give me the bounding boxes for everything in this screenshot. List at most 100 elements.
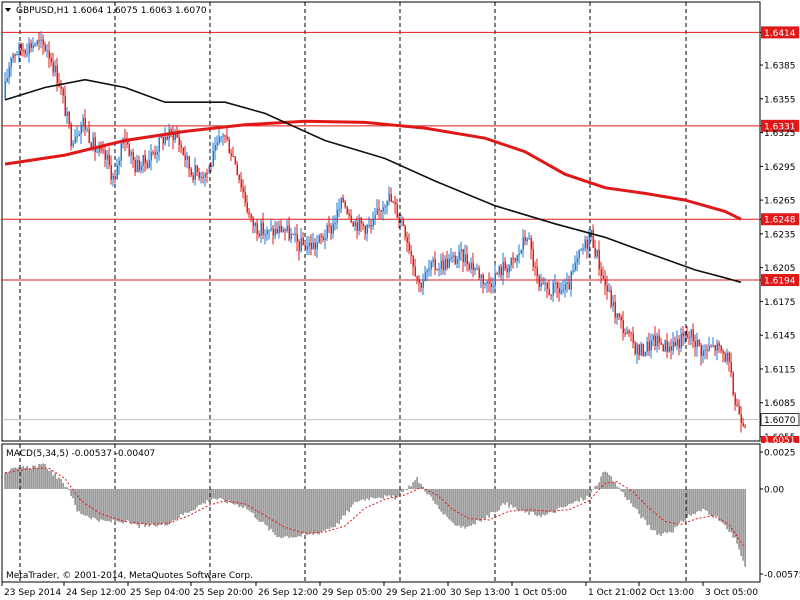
candle-bear <box>568 282 570 290</box>
candle-bull <box>306 246 308 250</box>
macd-histogram-bar <box>686 488 688 518</box>
macd-histogram-bar <box>136 488 138 525</box>
candle-bear <box>288 225 290 240</box>
macd-histogram-bar <box>212 488 214 499</box>
macd-histogram-bar <box>56 478 58 489</box>
candle-bull <box>616 313 618 318</box>
macd-histogram-bar <box>680 488 682 521</box>
candle-bull <box>652 335 654 341</box>
macd-histogram-bar <box>330 488 332 528</box>
macd-histogram-bar <box>384 488 386 496</box>
macd-histogram-bar <box>682 488 684 523</box>
macd-histogram-bar <box>708 488 710 515</box>
candle-bull <box>516 255 518 262</box>
candle-bull <box>456 259 458 264</box>
macd-histogram-bar <box>730 488 732 533</box>
macd-histogram-bar <box>594 485 596 489</box>
macd-histogram-bar <box>286 488 288 537</box>
candle-bear <box>48 50 50 59</box>
symbol-menu-arrow-icon[interactable] <box>5 8 11 12</box>
macd-histogram-bar <box>374 488 376 499</box>
candle-bear <box>256 223 258 234</box>
macd-histogram-bar <box>662 488 664 534</box>
candle-bear <box>602 275 604 279</box>
candle-bear <box>14 54 16 56</box>
candle-bear <box>166 136 168 140</box>
candle-bull <box>400 219 402 221</box>
candle-bull <box>106 154 108 160</box>
macd-histogram-bar <box>440 488 442 512</box>
candle-bull <box>636 344 638 355</box>
candle-bear <box>184 154 186 160</box>
candle-bear <box>734 394 736 405</box>
macd-histogram-bar <box>418 483 420 489</box>
candle-bear <box>154 152 156 155</box>
macd-histogram-bar <box>676 488 678 527</box>
candle-bear <box>90 142 92 148</box>
macd-histogram-bar <box>410 486 412 489</box>
macd-histogram-bar <box>636 488 638 510</box>
macd-histogram-bar <box>612 481 614 489</box>
macd-histogram-bar <box>52 475 54 489</box>
candle-bull <box>696 339 698 347</box>
y-axis-tick-label: 1.6175 <box>764 298 796 308</box>
macd-histogram-bar <box>416 476 418 489</box>
candle-bull <box>318 235 320 243</box>
macd-histogram-bar <box>376 488 378 499</box>
candle-bear <box>542 283 544 285</box>
candle-bear <box>68 112 70 125</box>
macd-histogram-bar <box>128 488 130 521</box>
macd-histogram-bar <box>354 488 356 502</box>
macd-histogram-bar <box>26 465 28 489</box>
candle-bear <box>524 237 526 242</box>
macd-histogram-bar <box>224 488 226 502</box>
macd-histogram-bar <box>36 468 38 489</box>
candle-bear <box>434 259 436 270</box>
macd-histogram-bar <box>736 488 738 544</box>
candle-bear <box>248 211 250 214</box>
macd-histogram-bar <box>272 488 274 533</box>
candle-bull <box>80 125 82 135</box>
candle-bull <box>588 237 590 249</box>
macd-histogram-bar <box>114 488 116 523</box>
macd-histogram-bar <box>490 488 492 512</box>
macd-histogram-bar <box>700 488 702 512</box>
candle-bear <box>392 201 394 203</box>
candle-bull <box>308 242 310 247</box>
macd-histogram-bar <box>200 488 202 505</box>
candle-bull <box>578 249 580 258</box>
candle-bear <box>436 269 438 271</box>
macd-histogram-bar <box>460 488 462 528</box>
candle-bear <box>188 156 190 169</box>
candle-bull <box>376 208 378 215</box>
macd-histogram-bar <box>452 488 454 524</box>
macd-histogram-bar <box>28 468 30 489</box>
candle-bear <box>556 282 558 289</box>
candle-bull <box>440 260 442 269</box>
macd-histogram-bar <box>96 488 98 521</box>
macd-histogram-bar <box>664 488 666 533</box>
macd-histogram-bar <box>514 488 516 508</box>
macd-histogram-bar <box>174 488 176 521</box>
candle-bear <box>628 330 630 333</box>
candle-bear <box>632 333 634 343</box>
candle-bear <box>280 225 282 233</box>
macd-histogram-bar <box>706 488 708 511</box>
macd-histogram-bar <box>690 488 692 516</box>
macd-histogram-bar <box>202 488 204 504</box>
candle-bear <box>344 201 346 207</box>
macd-histogram-bar <box>392 488 394 496</box>
candle-bull <box>646 341 648 352</box>
candle-bear <box>102 149 104 151</box>
candle-bull <box>596 250 598 257</box>
macd-histogram-bar <box>660 488 662 536</box>
candle-bull <box>46 50 48 52</box>
macd-histogram-bar <box>500 488 502 506</box>
candle-bear <box>132 152 134 160</box>
macd-histogram-bar <box>470 488 472 526</box>
y-axis-tick-label: 1.6235 <box>764 230 796 240</box>
macd-panel-frame <box>1 443 761 583</box>
macd-histogram-bar <box>318 488 320 535</box>
